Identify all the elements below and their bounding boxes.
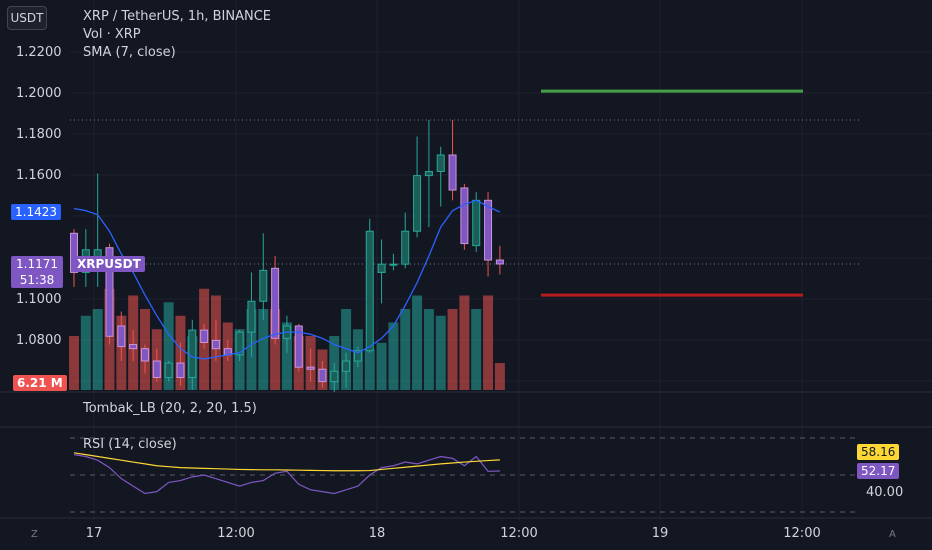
volume-value-badge: 6.21 M [13,375,67,391]
time-label: 19 [651,526,669,541]
volume-bar [388,322,399,390]
grid-layer [0,0,932,520]
price-tick: 1.2000 [16,86,62,101]
volume-legend[interactable]: Vol · XRP [83,27,141,42]
candle-body [318,368,327,383]
time-label: 12:00 [217,526,255,541]
candle-body [389,263,398,266]
candle-body [472,199,481,247]
rsi-ma-line [73,452,500,472]
rsi-layer [70,437,860,513]
time-label: 12:00 [783,526,821,541]
current-price: 1.1171 [16,257,58,271]
price-tick: 1.1600 [16,168,62,183]
volume-bar [435,315,446,390]
price-tick: 1.0800 [16,333,62,348]
price-tick: 1.1000 [16,292,62,307]
candle-countdown: 51:38 [19,273,55,287]
rsi-value-badge: 52.17 [857,463,900,479]
candle-body [330,370,339,383]
volume-bar [92,309,103,390]
rsi-tick: 40.00 [866,485,904,500]
candle-body [188,329,197,378]
volume-bar [281,322,292,390]
volume-bar [341,309,352,390]
volume-bar [258,309,269,390]
rsi-ma-badge: 58.16 [857,444,900,460]
volume-bar [423,309,434,390]
candle-body [413,175,422,232]
volume-bar [494,363,505,390]
candle-body [259,269,268,302]
candle-body [460,187,469,245]
candle-body [105,247,114,337]
volume-bar [80,315,91,390]
candle-body [152,360,161,378]
candle-body [211,339,220,350]
candle-body [200,329,209,343]
candle-body [424,170,433,177]
candle-body [129,344,138,350]
time-label: 17 [85,526,103,541]
price-badge: 1.1171 51:38 [11,256,63,288]
candle-body [401,230,410,265]
candle-body [70,232,78,273]
candle-body [436,154,445,172]
time-label: 18 [368,526,386,541]
volume-bar [471,309,482,390]
candle-body [140,348,149,362]
candle-body [365,230,374,352]
sma-value-badge: 1.1423 [11,204,61,220]
volume-bar [69,336,79,390]
currency-button[interactable]: USDT [7,6,47,30]
candle-body [306,366,315,370]
level-layer [541,89,803,297]
candle-body [271,267,280,339]
candle-body [448,154,457,191]
volume-bar [447,309,458,390]
sma-legend[interactable]: SMA (7, close) [83,45,176,60]
tombak-legend[interactable]: Tombak_LB (20, 2, 20, 1.5) [83,401,257,416]
volume-bar [329,336,340,390]
auto-scale-button[interactable]: A [889,529,896,540]
sma-line [73,199,501,360]
volume-bar [376,342,387,390]
candle-body [247,300,256,333]
candle-body [495,259,504,265]
volume-bar [412,295,423,390]
volume-bar [163,302,174,390]
time-label: 12:00 [500,526,538,541]
candle-body [235,331,244,356]
volume-bar [270,309,281,390]
volume-bar [400,309,411,390]
candle-body [484,199,493,261]
candle-body [294,325,303,368]
candle-body [377,263,386,273]
sma-layer [73,199,501,360]
timezone-button[interactable]: Z [31,529,38,540]
rsi-legend[interactable]: RSI (14, close) [83,437,177,452]
price-tick: 1.1800 [16,127,62,142]
candle-body [117,325,126,348]
price-tick: 1.2200 [16,45,62,60]
symbol-tag: XRPUSDT [73,256,145,272]
candle-body [176,362,185,378]
volume-bar [459,295,470,390]
symbol-title[interactable]: XRP / TetherUS, 1h, BINANCE [83,9,272,24]
volume-bar [483,295,494,390]
volume-bar [364,349,375,390]
candle-body [164,362,173,378]
candle-body [342,360,351,372]
rsi-line [73,454,500,495]
candle-body [353,350,362,362]
